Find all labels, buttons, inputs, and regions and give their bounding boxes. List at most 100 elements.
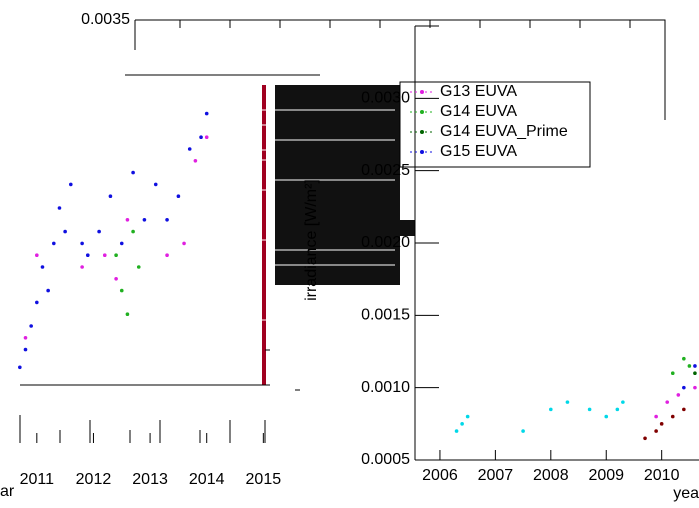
data-point: [682, 356, 686, 361]
legend-marker: [420, 130, 424, 134]
data-point: [125, 218, 130, 222]
x-tick-label: 2010: [644, 467, 680, 484]
data-point: [193, 159, 198, 163]
data-point: [693, 385, 697, 390]
data-point: [187, 147, 192, 151]
data-point: [693, 364, 697, 368]
data-point: [654, 429, 658, 433]
y-tick-label: 0.0005: [361, 451, 410, 468]
data-point: [80, 241, 84, 246]
x-tick-label: 2014: [189, 471, 225, 488]
data-point: [40, 265, 45, 269]
x-tick-label: 2012: [76, 471, 112, 488]
legend-label: G13 EUVA: [440, 83, 517, 100]
legend-box: [399, 81, 591, 168]
data-point: [676, 393, 681, 397]
data-point: [68, 182, 73, 187]
data-point: [549, 407, 553, 412]
left-axis-fragment: [19, 349, 300, 443]
data-point: [670, 371, 675, 376]
data-point: [654, 414, 658, 419]
data-point: [153, 182, 158, 187]
x-tick-label: 2013: [132, 471, 168, 488]
y-tick-label: 0.0020: [361, 234, 410, 251]
data-point: [587, 407, 592, 412]
data-point: [182, 241, 186, 246]
data-point: [35, 253, 39, 257]
x-tick-label: 2007: [478, 467, 514, 484]
data-point: [199, 135, 203, 139]
data-point: [665, 400, 670, 404]
data-point: [615, 407, 620, 412]
data-point: [165, 218, 169, 222]
data-point: [682, 407, 686, 412]
data-point: [35, 300, 39, 305]
data-point: [165, 253, 169, 257]
x-axis-label: ar: [0, 483, 15, 500]
data-point: [176, 194, 181, 198]
legend-marker: [420, 110, 424, 114]
x-tick-label: 2008: [533, 467, 569, 484]
data-point: [131, 170, 135, 175]
data-point: [521, 429, 525, 433]
data-point: [119, 288, 124, 293]
data-point: [119, 241, 124, 246]
data-point: [465, 414, 470, 419]
data-point: [29, 324, 33, 328]
data-point: [52, 241, 56, 246]
legend-marker: [420, 90, 424, 94]
data-point: [643, 436, 647, 441]
y-tick-label: 0.0030: [361, 90, 410, 107]
frame-ticks: [125, 20, 631, 76]
data-point: [659, 422, 664, 426]
data-point: [23, 347, 28, 352]
left-panel: 2011 2012 2013 2014 2015 ar: [0, 111, 282, 500]
data-point: [454, 429, 459, 433]
data-point: [682, 385, 686, 390]
data-point: [565, 400, 570, 404]
data-point: [687, 364, 692, 368]
y-axis-label: irradiance [W/m²]: [303, 179, 320, 301]
legend-label: G15 EUVA: [440, 143, 517, 160]
x-axis-label: yea: [673, 485, 699, 502]
data-point: [604, 414, 609, 419]
data-point: [97, 229, 101, 234]
y-tick-label: 0.0015: [361, 307, 410, 324]
data-point: [125, 312, 130, 317]
legend-marker: [420, 150, 424, 154]
data-point: [108, 194, 113, 198]
data-point: [114, 253, 118, 257]
data-point: [670, 414, 675, 419]
data-point: [57, 206, 62, 210]
x-tick-label: 2011: [20, 471, 55, 488]
glitch-fragments: [19, 19, 666, 443]
data-point: [18, 365, 22, 370]
data-point: [136, 265, 141, 269]
data-point: [204, 111, 209, 116]
data-point: [131, 229, 135, 234]
data-point: [46, 288, 50, 293]
frame-fragment: [135, 19, 666, 120]
data-point: [204, 135, 209, 139]
data-point: [23, 336, 28, 340]
x-tick-label: 2015: [246, 471, 282, 488]
data-point: [142, 218, 147, 222]
data-point: [693, 371, 697, 376]
x-tick-label: 2006: [422, 467, 458, 484]
y-tick-label: 0.0035: [81, 11, 130, 28]
glitch-stripe: [262, 85, 266, 385]
y-tick-label: 0.0010: [361, 379, 410, 396]
x-tick-label: 2009: [588, 467, 624, 484]
data-point: [80, 265, 84, 269]
data-point: [85, 253, 90, 257]
legend-label: G14 EUVA: [440, 103, 517, 120]
glitch-block: [330, 220, 415, 236]
legend-label: G14 EUVA_Prime: [440, 123, 568, 140]
right-panel: 0.0005 0.0010 0.0015 0.0020 0.0025 0.0030 0.00…: [81, 11, 699, 502]
data-point: [63, 229, 67, 234]
data-point: [621, 400, 625, 404]
data-point: [114, 277, 118, 281]
data-point: [102, 253, 107, 257]
